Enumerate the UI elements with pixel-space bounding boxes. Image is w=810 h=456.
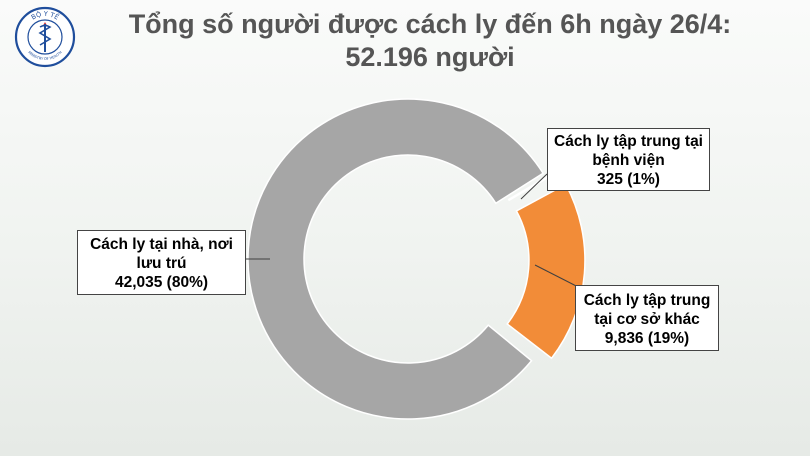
data-label-home-line2: lưu trú bbox=[136, 255, 187, 272]
svg-text:BỘ Y TẾ: BỘ Y TẾ bbox=[30, 9, 62, 22]
logo-top-text: BỘ Y TẾ bbox=[30, 9, 62, 22]
data-label-hospital: Cách ly tập trung tại bệnh viện 325 (1%) bbox=[547, 128, 710, 191]
leader-line-hospital bbox=[520, 173, 548, 200]
data-label-facility: Cách ly tập trung tại cơ sở khác 9,836 (… bbox=[575, 285, 719, 351]
data-label-hospital-line2: bệnh viện bbox=[592, 152, 665, 169]
donut-slice-home bbox=[247, 98, 545, 420]
caduceus-icon bbox=[38, 22, 52, 52]
data-label-hospital-value: 325 (1%) bbox=[597, 171, 660, 188]
donut-slice-facility bbox=[506, 183, 586, 360]
data-label-facility-value: 9,836 (19%) bbox=[604, 330, 690, 347]
data-label-hospital-line1: Cách ly tập trung tại bbox=[554, 133, 703, 150]
chart-subtitle: 52.196 người bbox=[345, 42, 515, 72]
data-label-home-line1: Cách ly tại nhà, nơi bbox=[90, 236, 233, 253]
chart-title: Tổng số người được cách ly đến 6h ngày 2… bbox=[128, 9, 732, 39]
data-label-home-value: 42,035 (80%) bbox=[114, 274, 209, 291]
data-label-facility-line2: tại cơ sở khác bbox=[594, 311, 700, 328]
ministry-of-health-logo: BỘ Y TẾ MINISTRY OF HEALTH bbox=[14, 6, 76, 68]
data-label-facility-line1: Cách ly tập trung bbox=[583, 292, 711, 309]
data-label-home: Cách ly tại nhà, nơi lưu trú 42,035 (80%… bbox=[77, 230, 246, 295]
